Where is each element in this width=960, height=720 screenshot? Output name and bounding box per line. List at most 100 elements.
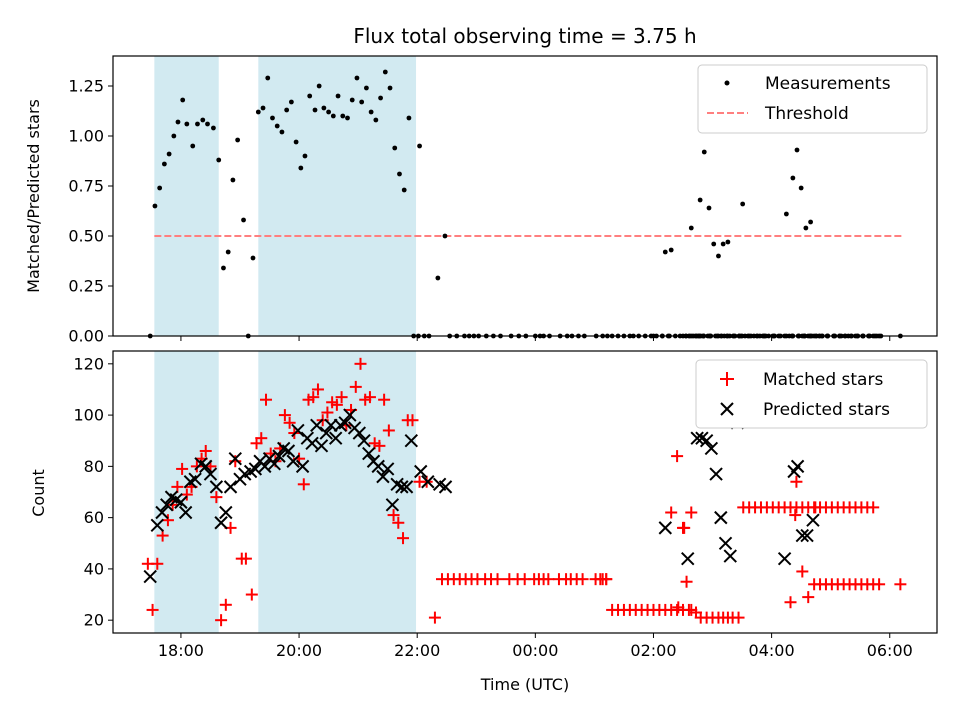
x-tick-label: 04:00 [749, 641, 795, 660]
matched-star-point [363, 391, 376, 404]
measurement-point [662, 249, 668, 255]
matched-star-point [297, 478, 310, 491]
measurement-point [378, 95, 383, 101]
legend-threshold-label: Threshold [764, 104, 849, 124]
measurement-point [808, 219, 813, 225]
top-x-axis-ticks [180, 336, 891, 341]
top-shaded-spans [154, 56, 417, 336]
bottom-x-axis-ticks: 18:00 20:00 22:00 00:00 02:00 04:00 06:00 [158, 633, 913, 660]
measurement-point [161, 161, 167, 167]
matched-star-point [176, 462, 189, 475]
measurement-point [250, 255, 256, 261]
y-tick-label: 80 [84, 457, 104, 476]
measurement-point [335, 93, 341, 99]
bottom-y-axis-ticks: 20 40 60 80 100 120 [73, 354, 113, 630]
x-tick-label: 18:00 [158, 641, 204, 660]
chart-title: Flux total observing time = 3.75 h [353, 24, 696, 48]
x-tick-label: 00:00 [512, 641, 558, 660]
predicted-star-point [362, 446, 376, 461]
predicted-star-point [178, 505, 193, 520]
predicted-star-point [295, 459, 310, 474]
predicted-star-point [777, 551, 792, 566]
matched-legend-marker [720, 372, 734, 386]
x-axis-label: Time (UTC) [480, 675, 569, 694]
predicted-star-point [150, 518, 165, 533]
observing-span-1 [258, 351, 417, 633]
measurement-point [171, 133, 177, 139]
predicted-star-point [143, 569, 157, 584]
matched-star-point [239, 552, 252, 565]
measurement-point [803, 225, 809, 231]
y-tick-label: 0.00 [68, 327, 104, 346]
matched-star-point [330, 398, 343, 411]
legend-predicted-label: Predicted stars [763, 400, 890, 420]
matched-star-point [790, 475, 803, 488]
measurement-point [364, 85, 369, 91]
measurement-point [397, 171, 402, 177]
matched-star-point [354, 357, 367, 370]
bottom-y-axis-label: Count [29, 469, 48, 517]
measurement-point [200, 117, 206, 123]
measurement-point [442, 233, 448, 239]
measurement-point [166, 151, 172, 157]
measurement-point [401, 187, 407, 193]
measurement-point [270, 115, 275, 121]
y-tick-label: 1.00 [68, 127, 104, 146]
measurement-point [274, 123, 280, 129]
matched-star-point [166, 498, 179, 511]
measurement-point [783, 211, 789, 217]
predicted-star-point [214, 516, 228, 530]
predicted-star-point [709, 467, 723, 481]
predicted-star-point [155, 505, 169, 520]
y-tick-label: 1.25 [68, 77, 104, 96]
predicted-star-point [343, 408, 357, 422]
measurement-point [241, 217, 246, 223]
y-tick-label: 20 [84, 611, 104, 630]
top-y-axis-ticks: 0.00 0.25 0.50 0.75 1.00 1.25 [68, 77, 113, 346]
measurement-point [293, 139, 299, 145]
predicted-star-point [795, 528, 810, 543]
matched-star-point [576, 573, 589, 586]
measurement-point [225, 249, 231, 255]
measurement-point [435, 275, 441, 281]
measurement-point [298, 165, 304, 171]
matched-star-point [406, 414, 419, 427]
matched-star-point [397, 532, 410, 545]
x-tick-label: 20:00 [276, 641, 322, 660]
bottom-panel: 20 40 60 80 100 120 18:00 20:00 22:00 00:00 02:00… [29, 350, 938, 694]
matched-star-point [311, 383, 324, 396]
measurement-point [230, 177, 236, 183]
predicted-star-point [357, 434, 371, 448]
matched-star-point [171, 480, 184, 493]
measurement-point [157, 185, 163, 191]
predicted-star-point [704, 441, 719, 456]
predicted-star-point [718, 536, 733, 550]
matched-star-point [665, 506, 678, 519]
measurement-point [235, 137, 241, 143]
predicted-star-point [281, 444, 296, 458]
matched-star-point [873, 578, 886, 591]
y-tick-label: 100 [73, 406, 104, 425]
matched-star-point [542, 573, 555, 586]
measurement-point [711, 241, 717, 247]
predicted-star-point [438, 480, 453, 494]
measurement-point [794, 147, 800, 153]
measurement-point [175, 119, 181, 125]
predicted-star-point [352, 426, 367, 440]
measurement-point [359, 99, 365, 105]
legend-matched-label: Matched stars [763, 370, 883, 390]
matched-star-point [255, 432, 268, 445]
matched-star-point [321, 406, 334, 419]
measurement-point [720, 241, 726, 247]
measurement-point [725, 239, 731, 245]
predicted-star-point [328, 431, 343, 445]
predicted-star-point [305, 436, 319, 450]
matched-star-point [349, 380, 362, 393]
matched-star-point [680, 575, 693, 588]
matched-star-point [732, 611, 745, 624]
matched-star-point [146, 603, 159, 616]
measurement-point [697, 197, 703, 203]
matched-star-point [283, 416, 296, 429]
matched-star-point [491, 573, 504, 586]
top-panel: 0.00 0.25 0.50 0.75 1.00 1.25 Matched/Predict… [24, 55, 938, 346]
